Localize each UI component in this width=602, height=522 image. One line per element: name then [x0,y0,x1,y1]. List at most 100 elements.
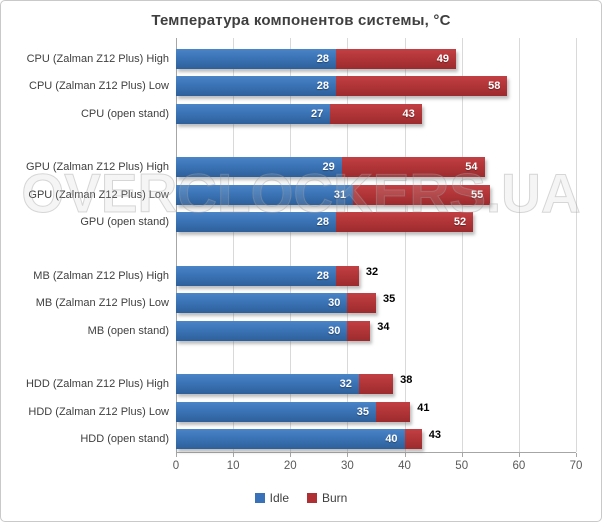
idle-value-label: 30 [328,324,341,337]
burn-value-label: 52 [453,216,467,229]
axis-zero-line [176,38,177,452]
burn-value-label: 58 [488,80,501,93]
bar-row: MB (open stand) 30 34 [1,317,601,345]
legend-idle-swatch [254,493,265,503]
bar-group-gpu: GPU (Zalman Z12 Plus) High 29 54 GPU (Zalma… [1,154,601,237]
bar-track: 31 55 [176,184,576,205]
bar-row: GPU (Zalman Z12 Plus) Low 31 55 [1,181,601,209]
idle-value-label: 29 [322,161,335,174]
x-ticklabel: 60 [512,460,526,472]
bar-track: 27 43 [176,103,576,124]
burn-bar-segment [347,320,371,341]
bar-row: MB (Zalman Z12 Plus) Low 30 35 [1,290,601,318]
idle-value-label: 28 [316,269,329,282]
x-axis: 0 10 20 30 40 50 60 70 [172,453,582,479]
burn-bar-segment [358,374,394,395]
category-label: HDD (Zalman Z12 Plus) High [25,378,169,391]
idle-bar-segment: 32 [176,374,359,395]
gridline [233,38,235,452]
x-ticklabel: 20 [283,460,297,472]
burn-value-label: 49 [436,52,449,65]
idle-bar-segment: 28 [176,265,336,286]
bar-row: CPU (Zalman Z12 Plus) Low 28 58 [1,73,601,101]
legend-item-idle: Idle [254,491,289,505]
category-label: CPU (Zalman Z12 Plus) Low [29,80,169,93]
bar-track: 28 32 [176,265,576,286]
burn-value-label: 41 [417,401,430,414]
burn-value-label: 43 [402,107,415,120]
bar-track: 28 49 [176,48,576,69]
category-label: MB (open stand) [87,324,169,337]
burn-bar-segment [404,429,422,450]
plot-region: CPU (Zalman Z12 Plus) High 28 49 CPU (Zalma… [1,38,601,453]
burn-bar-segment [376,401,411,422]
x-tickmark [576,453,577,457]
legend-idle-label: Idle [269,491,289,505]
gridlines [176,38,577,453]
x-tickmark [404,453,406,457]
x-ticklabel: 0 [172,460,180,472]
category-label: MB (Zalman Z12 Plus) High [33,269,169,282]
category-label: CPU (open stand) [80,107,169,120]
burn-bar-segment: 55 [353,184,491,205]
burn-bar-segment: 52 [336,212,474,233]
bar-track: 28 58 [176,76,576,97]
gridline [576,38,577,452]
burn-bar-segment: 54 [341,157,485,178]
bar-rows: CPU (Zalman Z12 Plus) High 28 49 CPU (Zalma… [1,38,601,453]
bar-track: 30 35 [176,293,576,314]
idle-value-label: 40 [385,433,398,446]
idle-bar-segment: 30 [176,320,348,341]
gridline [461,38,463,452]
chart-title: Температура компонентов системы, °C [151,12,451,29]
legend-item-burn: Burn [307,491,347,505]
bar-track: 32 38 [176,374,576,395]
x-ticklabel: 10 [226,460,240,472]
bar-row: CPU (open stand) 27 43 [1,100,601,128]
idle-value-label: 28 [316,216,329,229]
bar-track: 35 41 [176,401,576,422]
gridline [347,38,349,452]
bar-track: 29 54 [176,157,576,178]
idle-value-label: 27 [311,107,324,120]
burn-value-label: 38 [400,374,413,387]
bar-row: MB (Zalman Z12 Plus) High 28 32 [1,262,601,290]
category-label: GPU (Zalman Z12 Plus) Low [28,188,169,201]
bar-row: HDD (Zalman Z12 Plus) Low 35 41 [1,398,601,426]
legend: Idle Burn [1,491,601,505]
x-tickmark [518,453,520,457]
x-tickmark [461,453,463,457]
category-label: MB (Zalman Z12 Plus) Low [35,297,169,310]
gridline [404,38,406,452]
category-label: GPU (open stand) [80,216,169,229]
idle-value-label: 30 [328,297,341,310]
burn-value-label: 54 [465,161,478,174]
burn-bar-segment [347,293,376,314]
category-label: HDD (Zalman Z12 Plus) Low [28,405,169,418]
bar-track: 30 34 [176,320,576,341]
x-tickmark [176,453,177,457]
bar-row: HDD (Zalman Z12 Plus) High 32 38 [1,371,601,399]
x-tickmark [233,453,235,457]
x-tickmark [290,453,292,457]
idle-value-label: 32 [339,378,352,391]
category-label: CPU (Zalman Z12 Plus) High [26,52,169,65]
burn-bar-segment [336,265,359,286]
idle-value-label: 28 [316,80,329,93]
x-tickmark [347,453,349,457]
burn-value-label: 35 [382,293,396,306]
x-ticklabel: 70 [569,460,583,472]
legend-burn-swatch [307,493,317,503]
bar-row: GPU (Zalman Z12 Plus) High 29 54 [1,154,601,182]
bar-row: GPU (open stand) 28 52 [1,209,601,237]
x-ticklabel: 50 [455,460,469,472]
category-label: GPU (Zalman Z12 Plus) High [25,161,169,174]
x-ticklabel: 30 [341,460,354,472]
gridline [518,38,520,452]
bar-row: HDD (open stand) 40 43 [1,426,601,454]
burn-value-label: 34 [377,320,390,333]
idle-bar-segment: 40 [176,429,405,450]
category-label: HDD (open stand) [80,433,169,446]
bar-row: CPU (Zalman Z12 Plus) High 28 49 [1,45,601,73]
idle-bar-segment: 27 [176,103,331,124]
